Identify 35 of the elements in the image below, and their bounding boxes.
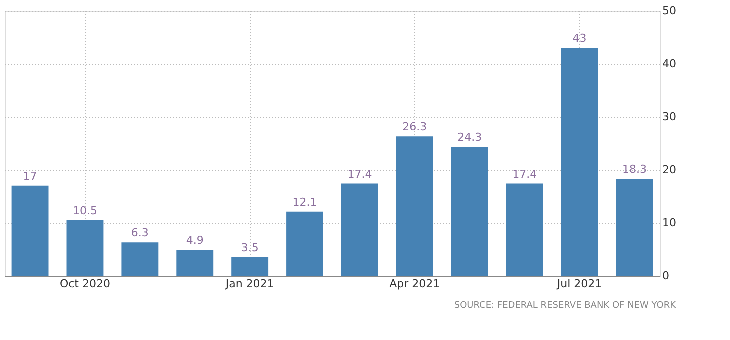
bar [232,257,269,276]
data-label: 12.1 [292,196,318,209]
y-tick-label: 50 [662,4,676,18]
data-label: 10.5 [72,204,98,218]
bar [122,242,159,276]
data-label: 6.3 [131,226,149,240]
bar [12,186,49,276]
bar [342,184,378,276]
bar [451,147,488,276]
bar [396,136,434,276]
bar [176,250,214,276]
data-label: 17.4 [512,168,538,181]
data-label: 17.4 [348,168,372,181]
bar [561,48,598,276]
data-label: 4.9 [186,234,204,248]
data-label: 43 [572,32,587,46]
x-tick-label: Apr 2021 [390,278,440,290]
x-tick-label: Oct 2020 [60,278,110,290]
data-label: 17 [23,170,38,183]
y-tick-label: 0 [662,270,670,282]
data-label: 18.3 [622,163,647,176]
x-tick-label: Jan 2021 [224,278,274,290]
y-tick-label: 40 [662,58,676,70]
y-tick-label: 20 [662,164,676,176]
bar [66,220,104,276]
data-label: 24.3 [458,131,482,144]
x-tick-label: Jul 2021 [556,278,602,290]
data-label: 26.3 [402,120,428,134]
bar [286,212,324,276]
bar [506,184,544,276]
bar [616,179,654,276]
y-tick-label: 30 [662,110,676,124]
data-label: 3.5 [241,241,259,254]
source-note: SOURCE: FEDERAL RESERVE BANK OF NEW YORK [454,301,678,311]
y-tick-label: 10 [662,216,676,230]
